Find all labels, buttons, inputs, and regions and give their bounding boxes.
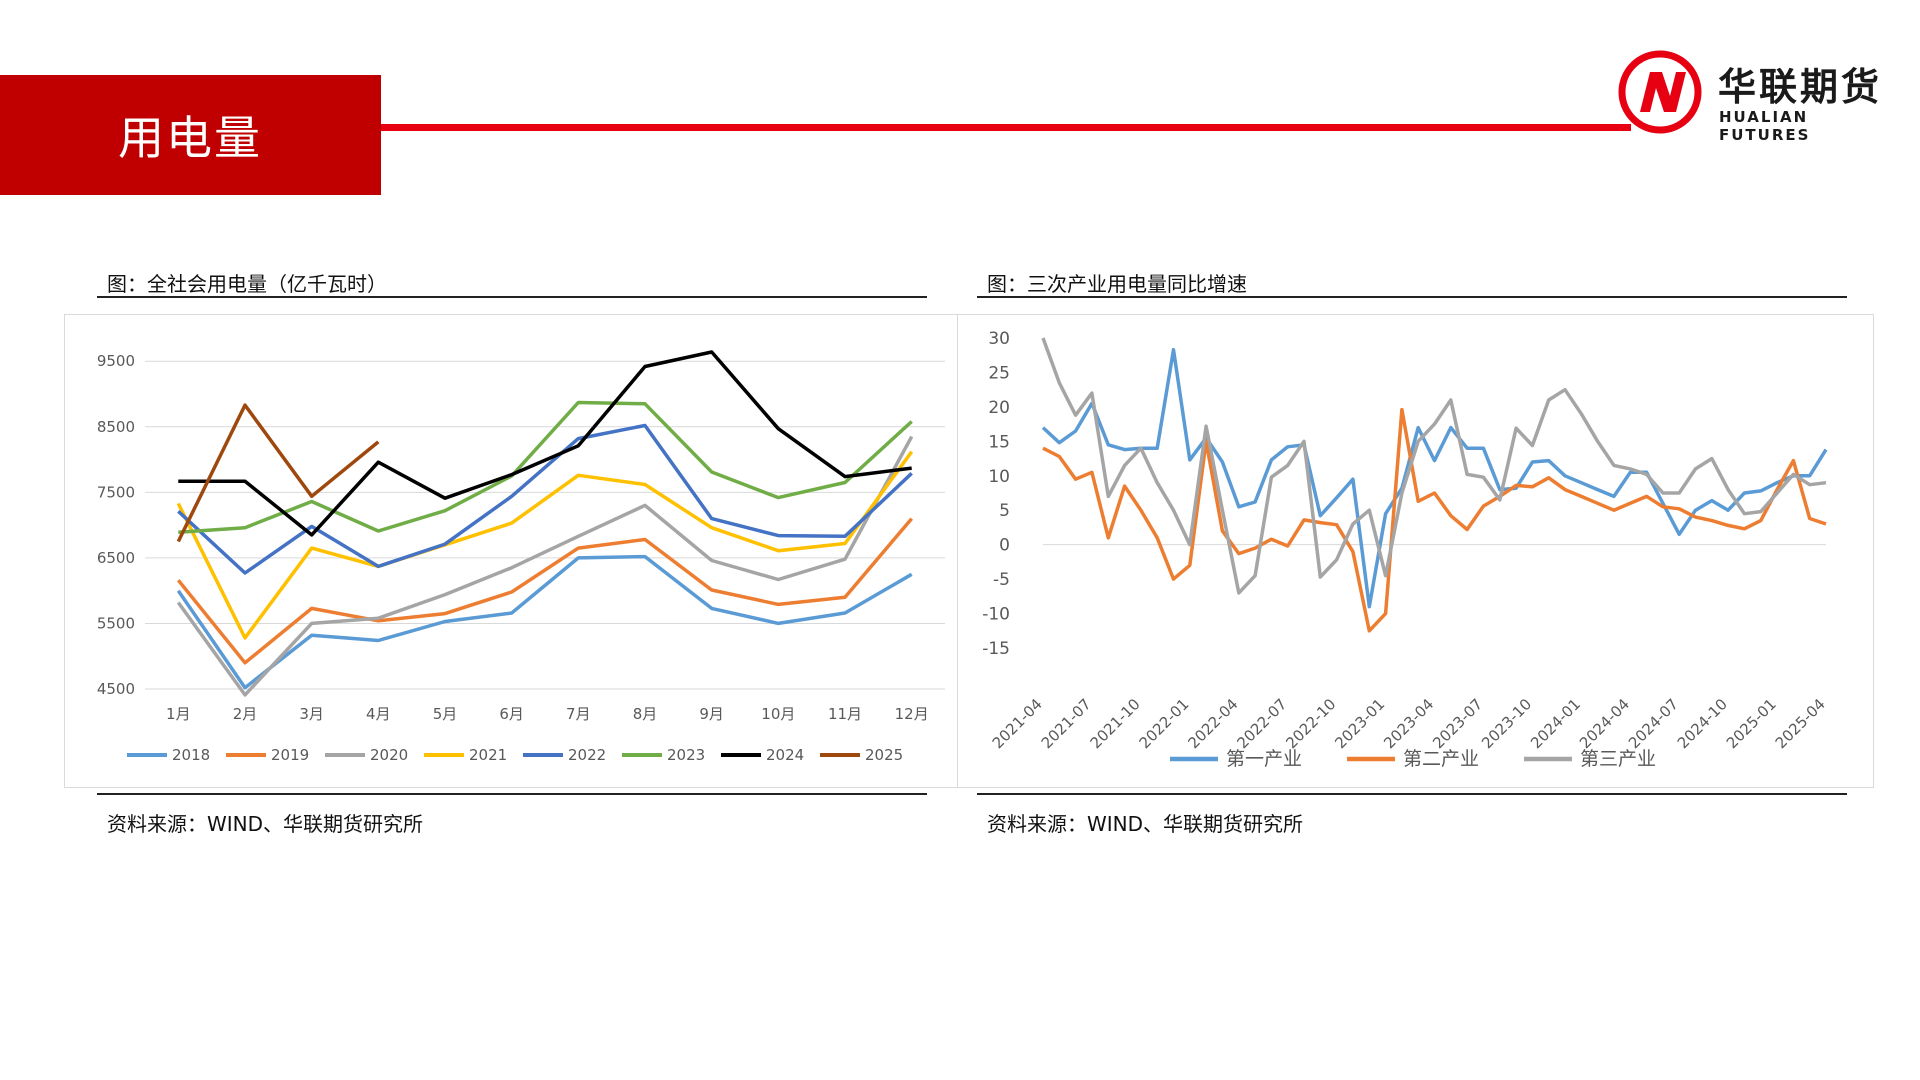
y-tick-label: 0 bbox=[999, 536, 1010, 556]
logo-english-name: HUALIAN FUTURES bbox=[1719, 108, 1811, 144]
legend-label-2020: 2020 bbox=[370, 746, 408, 764]
logo-emblem-icon bbox=[1618, 50, 1702, 134]
y-tick-label: 15 bbox=[988, 432, 1010, 452]
legend-label-2024: 2024 bbox=[766, 746, 804, 764]
series-line-2024 bbox=[178, 350, 912, 537]
x-tick-label: 2024-01 bbox=[1527, 695, 1584, 752]
y-tick-label: 30 bbox=[988, 329, 1010, 349]
right-source-rule bbox=[977, 793, 1847, 795]
legend-label-2019: 2019 bbox=[271, 746, 309, 764]
x-tick-label: 2022-04 bbox=[1185, 695, 1242, 752]
x-tick-label: 8月 bbox=[633, 705, 658, 723]
x-tick-label: 1月 bbox=[166, 705, 191, 723]
legend-label-第三产业: 第三产业 bbox=[1580, 748, 1656, 770]
x-tick-label: 5月 bbox=[433, 705, 458, 723]
header-rule bbox=[381, 124, 1631, 131]
legend-label-2018: 2018 bbox=[172, 746, 210, 764]
right-source-text: 资料来源：WIND、华联期货研究所 bbox=[987, 812, 1304, 836]
left-heading-rule bbox=[97, 296, 927, 298]
y-tick-label: 6500 bbox=[97, 549, 135, 567]
left-source-rule bbox=[97, 793, 927, 795]
x-tick-label: 11月 bbox=[828, 705, 862, 723]
x-tick-label: 12月 bbox=[895, 705, 929, 723]
x-tick-label: 2023-10 bbox=[1478, 695, 1535, 752]
legend-label-2023: 2023 bbox=[667, 746, 705, 764]
x-tick-label: 2021-10 bbox=[1087, 695, 1144, 752]
x-tick-label: 3月 bbox=[299, 705, 324, 723]
x-tick-label: 2025-04 bbox=[1772, 695, 1829, 752]
x-tick-label: 2月 bbox=[233, 705, 258, 723]
y-tick-label: -5 bbox=[993, 570, 1010, 590]
series-line-第二产业 bbox=[1042, 407, 1827, 633]
series-line-2025 bbox=[176, 403, 380, 543]
x-tick-label: 2024-10 bbox=[1674, 695, 1731, 752]
y-tick-label: 20 bbox=[988, 398, 1010, 418]
y-tick-label: 25 bbox=[988, 363, 1010, 383]
series-line-2023 bbox=[178, 400, 913, 535]
x-tick-label: 9月 bbox=[699, 705, 724, 723]
y-tick-label: 9500 bbox=[97, 352, 135, 370]
logo-chinese-name: 华联期货 bbox=[1718, 65, 1883, 109]
y-tick-label: 5500 bbox=[97, 614, 135, 632]
legend-label-2022: 2022 bbox=[568, 746, 606, 764]
company-logo: 华联期货 HUALIAN FUTURES bbox=[1618, 50, 1898, 144]
y-tick-label: 4500 bbox=[97, 680, 135, 698]
x-tick-label: 2022-07 bbox=[1233, 695, 1290, 752]
x-tick-label: 2022-01 bbox=[1136, 695, 1193, 752]
x-tick-label: 2021-07 bbox=[1038, 695, 1095, 752]
x-tick-label: 10月 bbox=[761, 705, 795, 723]
y-tick-label: 8500 bbox=[97, 418, 135, 436]
x-tick-label: 2021-04 bbox=[989, 695, 1046, 752]
right-chart-heading: 图：三次产业用电量同比增速 bbox=[987, 272, 1247, 296]
total-power-consumption-chart: 4500 5500 6500 7500 8500 9500 1月 2月 3月 4月 5月 6月 7月 8月… bbox=[97, 350, 945, 764]
series-line-2018 bbox=[176, 554, 913, 690]
y-tick-label: 10 bbox=[988, 467, 1010, 487]
legend-label-第二产业: 第二产业 bbox=[1403, 748, 1479, 770]
page-title: 用电量 bbox=[118, 111, 262, 165]
x-tick-label: 6月 bbox=[499, 705, 524, 723]
x-tick-label: 2022-10 bbox=[1282, 695, 1339, 752]
right-heading-rule bbox=[977, 296, 1847, 298]
section-title-bar: 用电量 bbox=[0, 75, 381, 195]
x-tick-label: 2025-01 bbox=[1723, 695, 1780, 752]
legend-label-2025: 2025 bbox=[865, 746, 903, 764]
series-line-2020 bbox=[176, 435, 914, 697]
y-tick-label: 7500 bbox=[97, 483, 135, 501]
right-chart-panel: -15 -10 -5 0 5 10 15 20 25 30 2021-04 2021-07 2021-1… bbox=[957, 314, 1874, 788]
x-tick-label: 2023-04 bbox=[1380, 695, 1437, 752]
left-chart-heading: 图：全社会用电量（亿千瓦时） bbox=[107, 272, 387, 296]
industry-growth-chart: -15 -10 -5 0 5 10 15 20 25 30 2021-042021-072021-1… bbox=[982, 329, 1829, 770]
x-tick-label: 2024-04 bbox=[1576, 695, 1633, 752]
series-line-2019 bbox=[176, 517, 914, 665]
x-tick-label: 7月 bbox=[566, 705, 591, 723]
series-line-2022 bbox=[177, 423, 913, 575]
series-line-第一产业 bbox=[1041, 347, 1828, 609]
y-tick-label: -15 bbox=[982, 639, 1010, 659]
legend-label-2021: 2021 bbox=[469, 746, 507, 764]
x-tick-label: 2023-07 bbox=[1429, 695, 1486, 752]
x-tick-label: 2024-07 bbox=[1625, 695, 1682, 752]
y-tick-label: 5 bbox=[999, 501, 1010, 521]
series-line-2021 bbox=[176, 450, 914, 640]
x-tick-label: 4月 bbox=[366, 705, 391, 723]
left-chart-panel: 4500 5500 6500 7500 8500 9500 1月 2月 3月 4月 5月 6月 7月 8月… bbox=[64, 314, 959, 788]
series-line-第三产业 bbox=[1041, 337, 1827, 595]
y-tick-label: -10 bbox=[982, 605, 1010, 625]
legend-label-第一产业: 第一产业 bbox=[1226, 748, 1302, 770]
x-tick-label: 2023-01 bbox=[1331, 695, 1388, 752]
left-source-text: 资料来源：WIND、华联期货研究所 bbox=[107, 812, 424, 836]
